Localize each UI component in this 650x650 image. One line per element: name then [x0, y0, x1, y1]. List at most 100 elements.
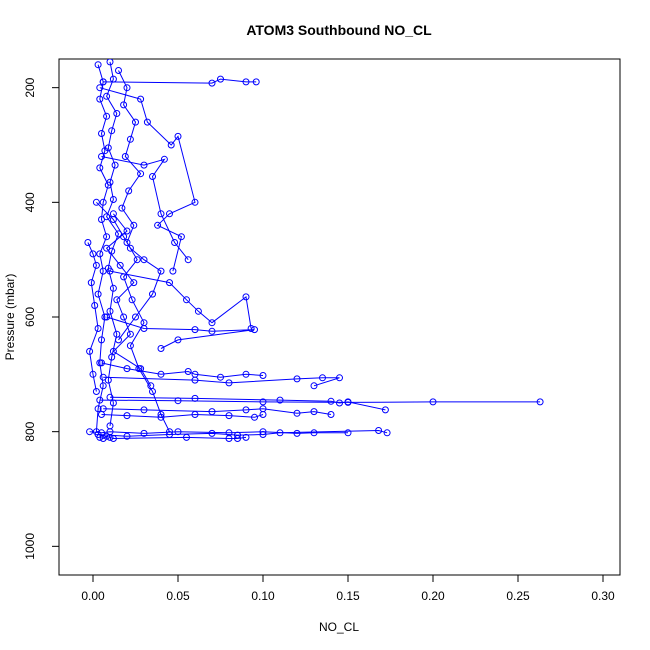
x-tick-label: 0.30: [591, 589, 615, 603]
data-point: [293, 375, 301, 383]
data-point: [108, 127, 116, 135]
data-point: [121, 153, 129, 160]
data-point: [137, 95, 145, 103]
data-point: [166, 279, 173, 287]
data-point: [157, 370, 165, 378]
data-point: [103, 233, 111, 241]
data-point: [208, 319, 216, 327]
data-point: [208, 327, 216, 335]
data-point: [208, 429, 216, 437]
y-axis: 200 400 600 800 1000: [23, 77, 60, 560]
data-point: [128, 296, 136, 304]
data-point: [106, 433, 114, 441]
series-line: [99, 435, 247, 440]
data-point: [191, 198, 199, 206]
data-point: [106, 393, 114, 401]
series-7: [103, 313, 258, 352]
series-9: [99, 373, 343, 390]
data-point: [84, 239, 92, 246]
data-point: [123, 84, 131, 92]
data-point: [259, 431, 267, 438]
data-point: [103, 213, 111, 221]
data-point: [177, 233, 185, 241]
data-point: [109, 284, 117, 292]
data-point: [106, 59, 114, 66]
data-point: [154, 221, 162, 229]
data-point: [183, 433, 190, 441]
data-point: [191, 411, 199, 418]
plot-frame: [58, 58, 621, 576]
series-2: [115, 67, 173, 436]
data-point: [120, 313, 128, 321]
data-point: [109, 435, 117, 442]
data-point: [94, 61, 102, 69]
series-13: [98, 411, 267, 421]
series-line: [103, 376, 340, 387]
data-point: [276, 429, 284, 437]
data-point: [336, 399, 343, 407]
series-18: [84, 239, 102, 395]
data-point: [126, 330, 134, 338]
data-point: [381, 406, 389, 414]
data-point: [94, 405, 102, 413]
x-tick-label: 0.05: [166, 589, 190, 603]
series-line: [103, 408, 332, 415]
data-point: [115, 67, 122, 74]
y-tick-label: 800: [23, 421, 37, 441]
x-tick-label: 0.25: [506, 589, 530, 603]
data-point: [126, 135, 134, 143]
data-point: [109, 196, 117, 203]
data-point: [109, 210, 117, 218]
data-point: [96, 396, 104, 404]
y-tick-label: 200: [23, 77, 37, 97]
series-16: [96, 432, 250, 442]
data-point: [191, 376, 199, 384]
data-point: [174, 336, 182, 344]
data-point: [98, 411, 105, 418]
series-6: [106, 267, 255, 332]
series-19: [103, 210, 155, 390]
data-point: [98, 216, 105, 223]
x-axis-label: NO_CL: [319, 620, 359, 634]
data-point: [99, 373, 107, 381]
data-point: [92, 261, 100, 269]
series-line: [101, 413, 264, 418]
data-point: [118, 204, 126, 212]
data-point: [120, 101, 128, 109]
data-point: [106, 307, 114, 315]
series-8: [98, 359, 267, 381]
data-point: [293, 409, 301, 417]
data-point: [184, 256, 192, 264]
data-point: [183, 296, 190, 304]
data-point: [123, 227, 131, 235]
series-line: [103, 78, 257, 84]
data-point: [137, 170, 145, 178]
data-point: [217, 373, 224, 381]
data-point: [87, 279, 95, 287]
data-point: [217, 75, 224, 83]
data-point: [375, 427, 383, 434]
data-point: [103, 92, 111, 100]
data-point: [98, 336, 105, 344]
data-point: [96, 95, 104, 103]
data-point: [327, 397, 335, 405]
data-point: [99, 198, 107, 206]
data-point: [99, 382, 107, 390]
data-point: [194, 307, 202, 315]
data-point: [115, 336, 122, 344]
data-point: [319, 374, 326, 382]
series-line: [106, 316, 255, 349]
data-point: [208, 79, 216, 87]
data-point: [157, 413, 165, 421]
data-point: [293, 429, 301, 437]
data-point: [276, 396, 284, 404]
data-point: [191, 326, 199, 334]
x-tick-label: 0.20: [421, 589, 445, 603]
data-point: [106, 267, 114, 275]
data-point: [242, 433, 250, 441]
data-point: [91, 302, 99, 309]
series-17: [92, 198, 165, 344]
data-point: [96, 164, 104, 172]
x-tick-label: 0.10: [251, 589, 275, 603]
data-point: [536, 398, 544, 406]
